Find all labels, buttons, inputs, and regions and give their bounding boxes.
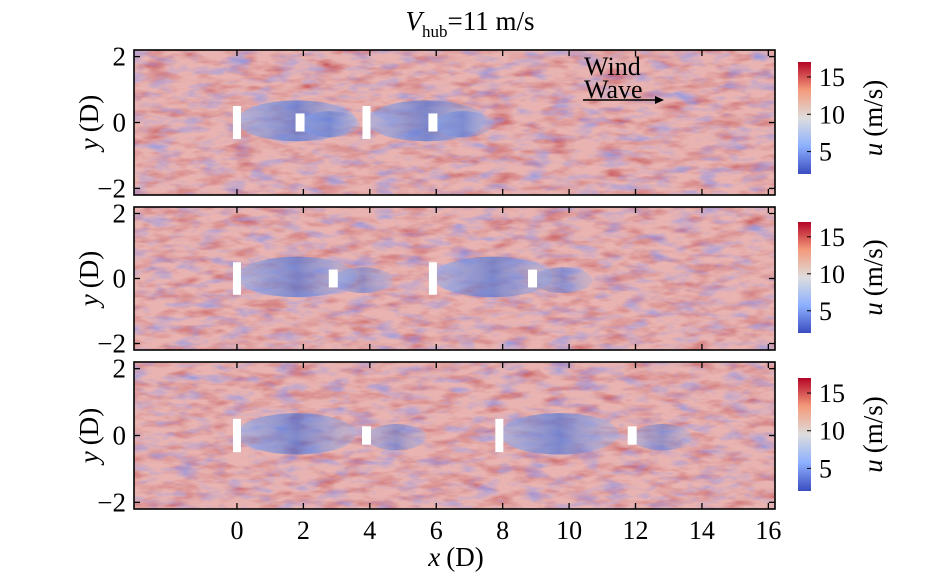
x-tick-label: 4	[363, 516, 376, 545]
y-axis-symbol: y	[74, 294, 104, 309]
colorbar-label-symbol: u	[858, 459, 888, 473]
x-tick-label: 10	[556, 516, 582, 545]
turbine-rotor-3	[495, 418, 504, 453]
panel-3: −2 0 2 y (D) 5 10 15 u (m/s) 0 2 4 6 8 10 12 14 16	[74, 354, 888, 545]
colorbar-label-unit: (m/s)	[858, 239, 888, 296]
x-tick-label: 12	[623, 516, 649, 545]
direction-arrow-head	[655, 96, 664, 104]
colorbar-tick-label: 5	[819, 138, 832, 167]
turbine-rotor-1	[232, 106, 241, 139]
colorbar-tick-label: 10	[819, 417, 845, 446]
x-tick-label: 0	[230, 516, 243, 545]
velocity-field	[134, 207, 775, 350]
wake-region	[632, 423, 692, 451]
figure-title: Vhub=11 m/s	[406, 6, 535, 41]
colorbar-tick-label: 15	[819, 63, 845, 92]
colorbar-gradient	[798, 378, 811, 491]
turbine-rotor-3	[428, 262, 437, 295]
wake-region	[432, 111, 493, 138]
y-tick-label: −2	[97, 487, 126, 517]
y-tick-label: −2	[97, 173, 126, 203]
title-prefix: V	[406, 6, 426, 36]
wake-region	[432, 256, 553, 298]
y-axis-label: y (D)	[74, 251, 104, 309]
turbine-rotor-2	[328, 269, 338, 288]
wake-region	[499, 413, 619, 455]
turbine-rotor-2	[295, 113, 305, 132]
velocity-field	[134, 50, 775, 195]
colorbar: 5 10 15 u (m/s)	[798, 378, 888, 491]
wake-region	[532, 267, 593, 294]
x-tick-label: 2	[297, 516, 310, 545]
colorbar-tick-label: 5	[819, 454, 832, 483]
colorbar-tick-label: 10	[819, 260, 845, 289]
wake-region	[333, 267, 394, 294]
turbine-rotor-4	[428, 113, 438, 132]
colorbar-gradient	[798, 222, 811, 333]
x-axis-label: x (D)	[427, 542, 483, 572]
y-axis-symbol: y	[74, 138, 104, 153]
colorbar-tick-label: 15	[819, 223, 845, 252]
colorbar-label-symbol: u	[858, 302, 888, 316]
wake-region	[300, 111, 360, 138]
y-tick-label: 0	[113, 108, 127, 138]
x-tick-label: 8	[496, 516, 509, 545]
y-axis-unit: (D)	[74, 95, 104, 132]
y-axis-unit: (D)	[74, 408, 104, 445]
wake-region	[366, 423, 427, 451]
y-axis-symbol: y	[74, 451, 104, 466]
annotation-wind: Wind	[584, 52, 641, 81]
y-axis-label: y (D)	[74, 408, 104, 466]
wake-region	[236, 413, 357, 455]
colorbar: 5 10 15 u (m/s)	[798, 62, 888, 174]
x-axis-symbol: x	[427, 542, 440, 572]
colorbar-label-unit: (m/s)	[858, 396, 888, 453]
y-tick-label: 2	[113, 42, 127, 72]
annotation-wave: Wave	[584, 75, 643, 104]
velocity-field	[134, 362, 775, 509]
turbine-rotor-2	[361, 426, 371, 445]
turbine-rotor-4	[627, 426, 637, 445]
colorbar-tick-label: 5	[819, 297, 832, 326]
turbine-rotor-4	[528, 269, 538, 288]
colorbar-label: u (m/s)	[858, 396, 888, 473]
title-suffix: =11 m/s	[448, 6, 535, 36]
x-tick-label: 16	[755, 516, 781, 545]
y-axis-label: y (D)	[74, 95, 104, 153]
colorbar-tick-label: 10	[819, 100, 845, 129]
title-subscript: hub	[422, 22, 448, 41]
wake-region	[236, 256, 357, 298]
turbine-rotor-1	[232, 418, 241, 453]
colorbar-tick-label: 15	[819, 379, 845, 408]
y-axis-unit: (D)	[74, 251, 104, 288]
y-tick-label: 0	[113, 264, 127, 294]
turbine-rotor-1	[232, 262, 241, 295]
y-tick-label: 0	[113, 421, 127, 451]
y-tick-label: −2	[97, 329, 126, 359]
colorbar-label: u (m/s)	[858, 239, 888, 316]
x-axis-unit: (D)	[446, 542, 483, 572]
y-tick-label: 2	[113, 354, 127, 384]
colorbar-gradient	[798, 62, 811, 174]
x-tick-label: 6	[430, 516, 443, 545]
x-tick-label: 14	[689, 516, 715, 545]
colorbar-label-unit: (m/s)	[858, 80, 888, 137]
y-tick-label: 2	[113, 199, 127, 229]
colorbar: 5 10 15 u (m/s)	[798, 222, 888, 333]
turbine-rotor-3	[362, 106, 371, 139]
panel-2: −2 0 2 y (D) 5 10 15 u (m/s)	[74, 199, 888, 359]
colorbar-label: u (m/s)	[858, 80, 888, 157]
colorbar-label-symbol: u	[858, 143, 888, 157]
